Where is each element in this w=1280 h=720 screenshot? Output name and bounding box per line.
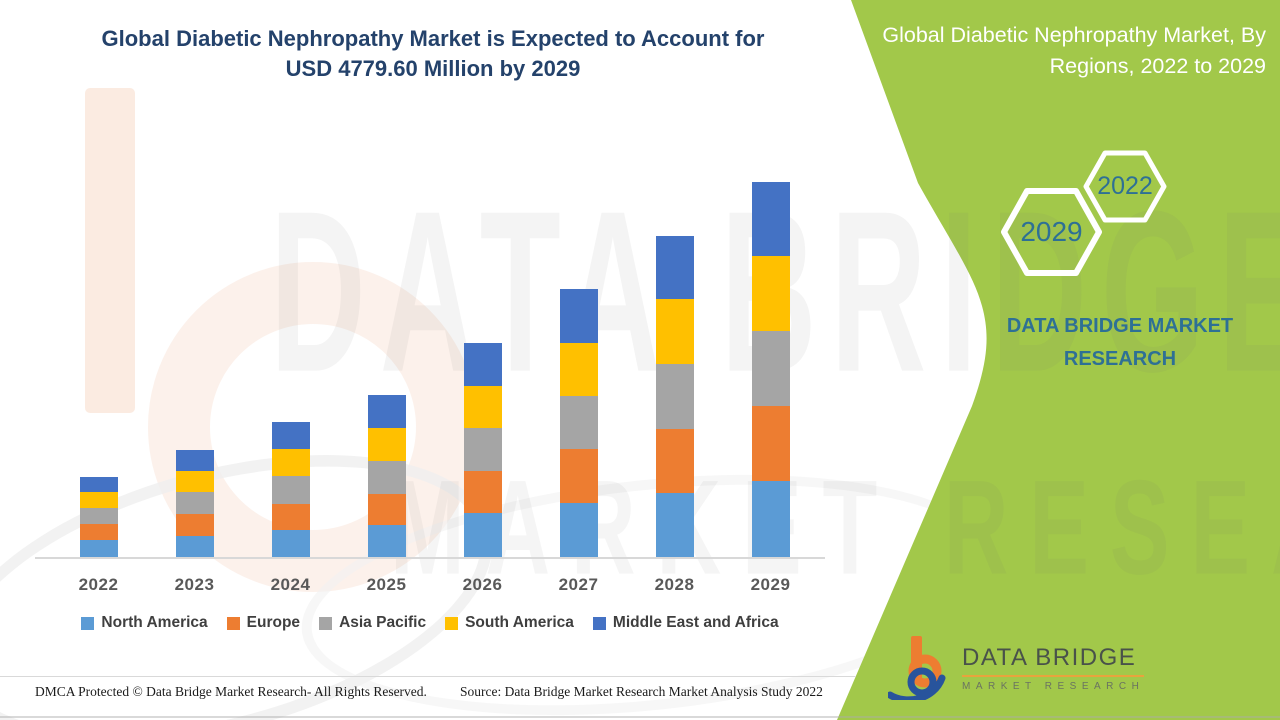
legend-swatch (319, 616, 333, 630)
legend-label: Asia Pacific (339, 614, 427, 631)
hexagon-2029-label: 2029 (1020, 216, 1083, 247)
watermark-text: MARKET RESEARCH (390, 452, 1280, 603)
bar-segment-2024 (271, 530, 310, 557)
brand-name-line2: RESEARCH (1063, 348, 1177, 370)
logo-title: DATA BRIDGE (962, 644, 1137, 671)
bar-segment-2029 (751, 256, 790, 331)
legend-swatch (445, 616, 459, 630)
bar-segment-2023 (175, 536, 214, 557)
hexagon-2022: 2022 (1083, 150, 1167, 223)
bar-segment-2026 (463, 343, 502, 386)
x-axis-label: 2023 (174, 575, 215, 594)
x-axis-label: 2026 (462, 575, 503, 594)
brand-name: DATA BRIDGE MARKET RESEARCH (960, 310, 1280, 376)
bar-segment-2022 (79, 477, 118, 492)
bar-2025 (367, 395, 406, 557)
bar-2023 (175, 450, 214, 557)
x-axis: 2022 2023 2024 2025 2026 2027 2028 2029 (35, 575, 825, 603)
legend-label: South America (465, 614, 574, 631)
bar-2022 (79, 477, 118, 557)
legend-item: Europe (226, 614, 301, 632)
bar-segment-2023 (175, 471, 214, 492)
bar-segment-2025 (367, 525, 406, 557)
bar-segment-2028 (655, 493, 694, 557)
bar-segment-2028 (655, 364, 694, 429)
watermark-logo-stem (85, 88, 135, 413)
bar-2026 (463, 343, 502, 557)
bar-segment-2022 (79, 508, 118, 524)
x-axis-label: 2024 (270, 575, 311, 594)
legend-swatch (81, 616, 95, 630)
side-panel-heading: Global Diabetic Nephropathy Market, By R… (882, 23, 1266, 78)
bar-segment-2026 (463, 428, 502, 471)
hexagon-2022-label: 2022 (1097, 172, 1153, 200)
bar-segment-2027 (559, 449, 598, 503)
bar-segment-2025 (367, 395, 406, 428)
footer-source: Source: Data Bridge Market Research Mark… (460, 684, 823, 699)
bar-segment-2027 (559, 503, 598, 557)
bar-segment-2029 (751, 331, 790, 406)
legend-item: South America (445, 614, 574, 632)
bar-segment-2029 (751, 182, 790, 256)
bar-segment-2027 (559, 396, 598, 449)
legend-label: Europe (246, 614, 301, 631)
x-axis-label: 2028 (654, 575, 695, 594)
bar-segment-2022 (79, 524, 118, 540)
legend-item: Asia Pacific (319, 614, 426, 632)
bar-2024 (271, 422, 310, 557)
bar-2029 (751, 182, 790, 557)
bar-segment-2023 (175, 492, 214, 514)
bar-segment-2025 (367, 461, 406, 494)
bar-segment-2025 (367, 428, 406, 461)
legend-swatch (592, 616, 606, 630)
bar-segment-2024 (271, 422, 310, 449)
legend-item: Middle East and Africa (592, 614, 779, 632)
logo-subtitle: MARKET RESEARCH (962, 681, 1145, 692)
bar-2027 (559, 289, 598, 557)
brand-name-line1: DATA BRIDGE MARKET (1006, 315, 1234, 337)
company-logo: DATA BRIDGE MARKET RESEARCH (888, 636, 1145, 700)
plot-area (35, 160, 825, 559)
bottom-border-line (0, 716, 1280, 718)
bar-segment-2026 (463, 386, 502, 428)
bar-segment-2024 (271, 476, 310, 504)
x-axis-label: 2025 (366, 575, 407, 594)
bar-segment-2025 (367, 494, 406, 525)
legend-label: Middle East and Africa (612, 614, 779, 631)
bar-segment-2024 (271, 449, 310, 476)
bar-segment-2028 (655, 429, 694, 493)
x-axis-label: 2029 (750, 575, 791, 594)
logo-text: DATA BRIDGE MARKET RESEARCH (962, 644, 1145, 692)
bar-segment-2027 (559, 343, 598, 396)
hexagon-2029: 2029 (1000, 187, 1103, 277)
bar-segment-2029 (751, 406, 790, 481)
bar-2028 (655, 236, 694, 557)
bar-segment-2022 (79, 540, 118, 557)
x-axis-label: 2022 (78, 575, 119, 594)
chart-headline: Global Diabetic Nephropathy Market is Ex… (35, 24, 831, 84)
legend-swatch (226, 616, 240, 630)
x-axis-label: 2027 (558, 575, 599, 594)
bar-segment-2023 (175, 450, 214, 471)
bar-segment-2026 (463, 513, 502, 557)
bar-segment-2028 (655, 299, 694, 364)
legend-item: North America (81, 614, 208, 632)
headline-line1: Global Diabetic Nephropathy Market is Ex… (101, 26, 765, 51)
footer-divider (0, 676, 856, 677)
bar-segment-2026 (463, 471, 502, 513)
bar-segment-2024 (271, 504, 310, 530)
legend-label: North America (101, 614, 208, 631)
logo-rule (962, 675, 1145, 677)
bar-segment-2027 (559, 289, 598, 343)
bar-segment-2023 (175, 514, 214, 536)
chart-legend: North America Europe Asia Pacific South Ame… (35, 614, 825, 632)
bar-segment-2029 (751, 481, 790, 557)
bar-segment-2022 (79, 492, 118, 508)
footer-dmca: DMCA Protected © Data Bridge Market Rese… (35, 684, 427, 699)
headline-line2: USD 4779.60 Million by 2029 (285, 56, 581, 81)
bar-segment-2028 (655, 236, 694, 299)
data-bridge-logo-icon (888, 636, 946, 700)
